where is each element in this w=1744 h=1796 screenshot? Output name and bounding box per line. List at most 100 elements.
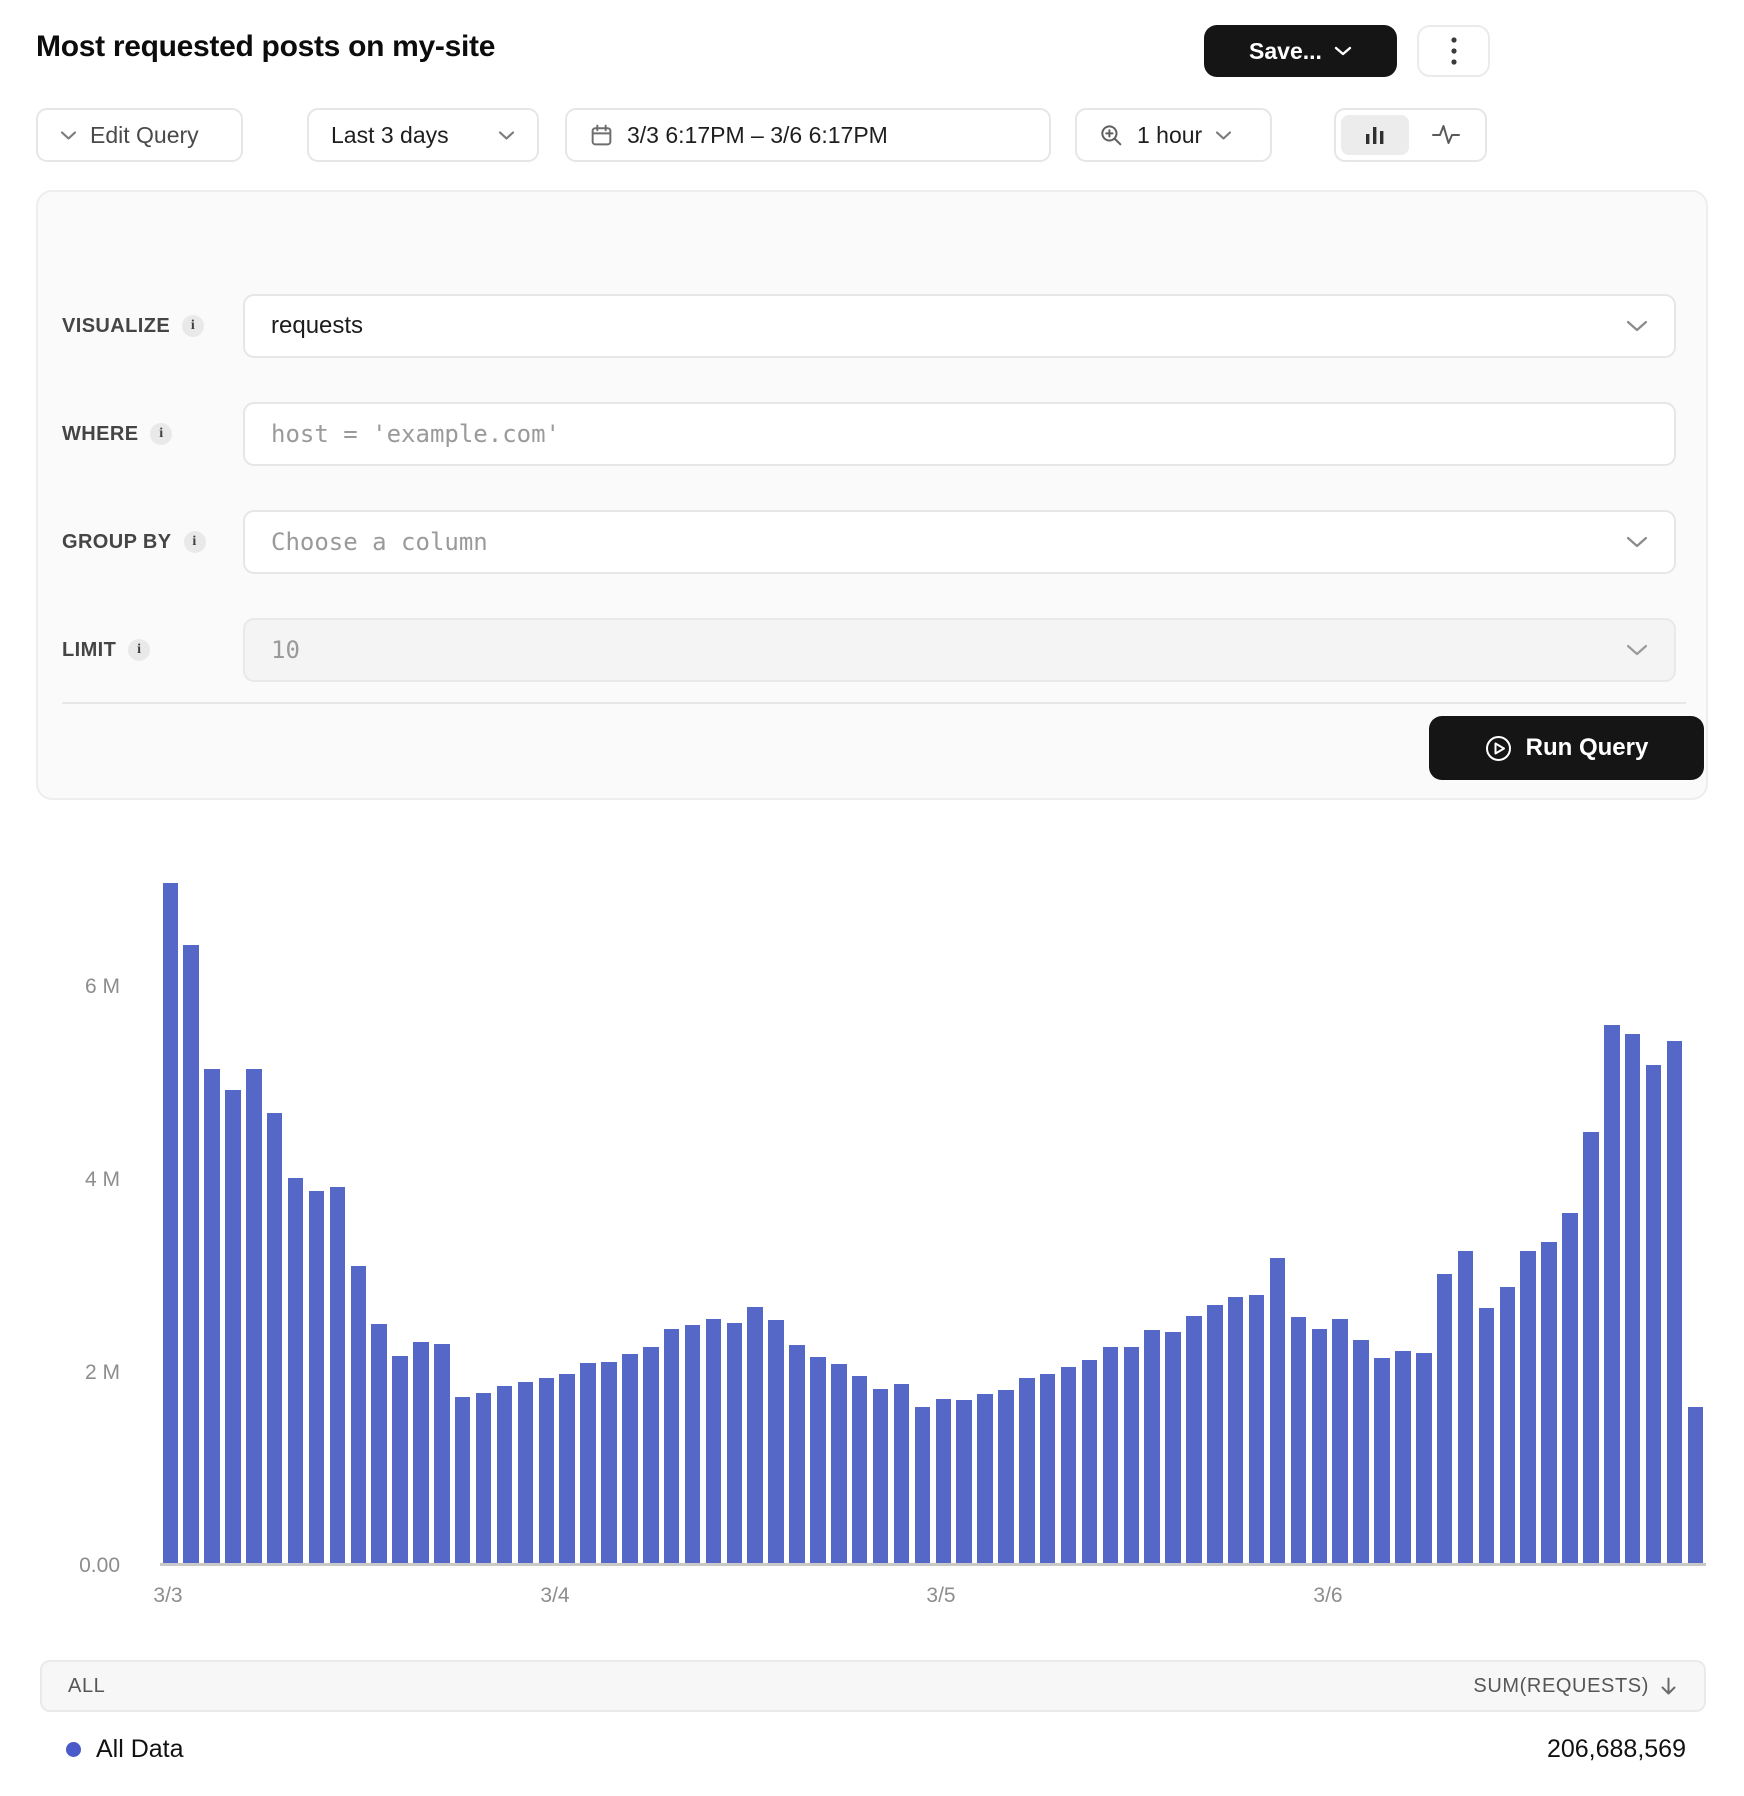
- bar[interactable]: [350, 1266, 367, 1563]
- bar[interactable]: [810, 1357, 826, 1563]
- bar[interactable]: [1102, 1347, 1119, 1563]
- bar[interactable]: [1604, 1025, 1620, 1563]
- bar[interactable]: [266, 1113, 283, 1563]
- bar[interactable]: [1478, 1308, 1495, 1563]
- bar[interactable]: [580, 1363, 596, 1563]
- bar[interactable]: [705, 1319, 722, 1563]
- bar[interactable]: [622, 1354, 638, 1563]
- bar[interactable]: [935, 1399, 951, 1563]
- bar[interactable]: [1583, 1132, 1599, 1563]
- bar[interactable]: [684, 1325, 701, 1563]
- bar[interactable]: [998, 1390, 1014, 1563]
- info-icon[interactable]: i: [128, 639, 151, 661]
- info-icon[interactable]: i: [182, 315, 205, 337]
- bar[interactable]: [392, 1356, 408, 1563]
- bar[interactable]: [643, 1347, 659, 1563]
- bar[interactable]: [872, 1389, 889, 1563]
- bar[interactable]: [1207, 1305, 1223, 1563]
- bar[interactable]: [329, 1187, 346, 1563]
- bar[interactable]: [162, 883, 178, 1563]
- group-column-header[interactable]: ALL: [68, 1674, 106, 1697]
- bar[interactable]: [1374, 1358, 1390, 1563]
- bar[interactable]: [1248, 1295, 1265, 1563]
- bar[interactable]: [1186, 1316, 1202, 1563]
- bar[interactable]: [1311, 1329, 1328, 1563]
- bar[interactable]: [1123, 1347, 1140, 1563]
- bar[interactable]: [1687, 1407, 1704, 1563]
- bar[interactable]: [1562, 1213, 1578, 1563]
- bar[interactable]: [1144, 1330, 1160, 1563]
- bar[interactable]: [1416, 1353, 1432, 1563]
- bar[interactable]: [413, 1342, 429, 1563]
- bar[interactable]: [977, 1394, 993, 1563]
- bar[interactable]: [768, 1320, 784, 1563]
- bar[interactable]: [1666, 1041, 1683, 1563]
- bar[interactable]: [1353, 1340, 1369, 1563]
- bar[interactable]: [475, 1393, 492, 1563]
- bar[interactable]: [1436, 1274, 1453, 1563]
- granularity-dropdown[interactable]: 1 hour: [1075, 108, 1272, 162]
- where-input[interactable]: [271, 420, 1648, 448]
- calendar-icon: [589, 123, 614, 148]
- series-name: All Data: [96, 1734, 184, 1763]
- bar[interactable]: [204, 1069, 220, 1563]
- info-icon[interactable]: i: [150, 423, 173, 445]
- limit-select[interactable]: 10: [243, 618, 1676, 682]
- bar[interactable]: [1290, 1317, 1307, 1563]
- bar[interactable]: [1332, 1319, 1348, 1563]
- bar[interactable]: [1457, 1251, 1474, 1563]
- bar[interactable]: [559, 1374, 575, 1563]
- group-by-select[interactable]: Choose a column: [243, 510, 1676, 574]
- save-button-label: Save...: [1249, 37, 1322, 64]
- bar[interactable]: [1499, 1287, 1516, 1563]
- run-query-button[interactable]: Run Query: [1429, 716, 1704, 780]
- bar[interactable]: [1165, 1332, 1181, 1563]
- bar[interactable]: [371, 1324, 387, 1563]
- bar[interactable]: [893, 1384, 910, 1563]
- visualize-select[interactable]: requests: [243, 294, 1676, 358]
- bar[interactable]: [1395, 1351, 1411, 1563]
- bar[interactable]: [726, 1323, 743, 1563]
- bar[interactable]: [914, 1407, 931, 1563]
- time-range-dropdown[interactable]: Last 3 days: [307, 108, 539, 162]
- bar[interactable]: [956, 1400, 972, 1563]
- bar[interactable]: [183, 945, 199, 1563]
- bar[interactable]: [1541, 1242, 1557, 1563]
- bar[interactable]: [1269, 1258, 1286, 1563]
- where-field[interactable]: [243, 402, 1676, 466]
- bar[interactable]: [1039, 1374, 1056, 1563]
- chevron-down-icon: [60, 130, 77, 141]
- bar[interactable]: [1060, 1367, 1077, 1563]
- bar[interactable]: [831, 1364, 847, 1563]
- bar[interactable]: [1624, 1034, 1641, 1563]
- bar[interactable]: [851, 1376, 868, 1563]
- value-column-header[interactable]: SUM(REQUESTS): [1473, 1675, 1678, 1698]
- table-row[interactable]: All Data 206,688,569: [40, 1722, 1706, 1776]
- bar[interactable]: [663, 1329, 680, 1563]
- bar[interactable]: [538, 1378, 555, 1563]
- info-icon[interactable]: i: [183, 531, 206, 553]
- bar[interactable]: [1081, 1360, 1098, 1563]
- bar[interactable]: [225, 1090, 241, 1563]
- bar[interactable]: [1520, 1251, 1536, 1563]
- bar[interactable]: [601, 1362, 617, 1563]
- chevron-down-icon: [1626, 319, 1648, 333]
- bar[interactable]: [517, 1382, 534, 1563]
- more-options-button[interactable]: [1417, 25, 1490, 77]
- bar[interactable]: [747, 1307, 763, 1563]
- edit-query-toggle[interactable]: Edit Query: [36, 108, 243, 162]
- bar[interactable]: [1019, 1378, 1035, 1563]
- bar[interactable]: [246, 1069, 262, 1563]
- bar-chart-toggle[interactable]: [1341, 115, 1409, 155]
- save-button[interactable]: Save...: [1204, 25, 1397, 77]
- bar[interactable]: [308, 1191, 325, 1563]
- bar[interactable]: [454, 1397, 471, 1563]
- bar[interactable]: [789, 1345, 805, 1563]
- line-chart-toggle[interactable]: [1412, 115, 1480, 155]
- bar[interactable]: [287, 1178, 304, 1563]
- bar[interactable]: [1227, 1297, 1244, 1563]
- bar[interactable]: [1645, 1065, 1662, 1563]
- date-range-picker[interactable]: 3/3 6:17PM – 3/6 6:17PM: [565, 108, 1051, 162]
- bar[interactable]: [496, 1386, 513, 1563]
- bar[interactable]: [434, 1344, 450, 1563]
